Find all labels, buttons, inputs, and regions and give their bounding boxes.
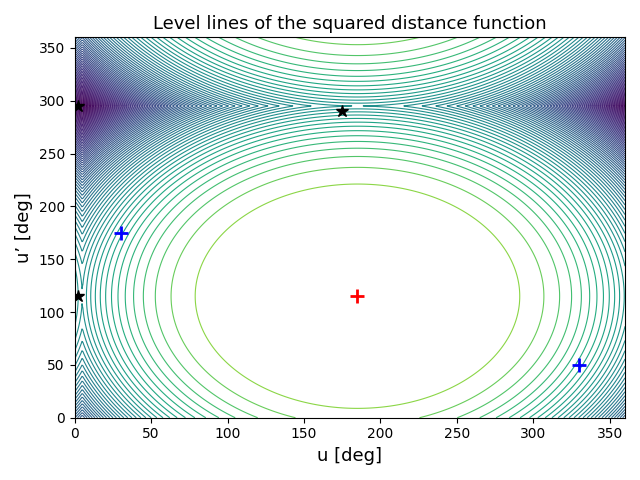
Title: Level lines of the squared distance function: Level lines of the squared distance func… — [153, 15, 547, 33]
X-axis label: u [deg]: u [deg] — [317, 447, 382, 465]
Y-axis label: u’ [deg]: u’ [deg] — [15, 192, 33, 263]
